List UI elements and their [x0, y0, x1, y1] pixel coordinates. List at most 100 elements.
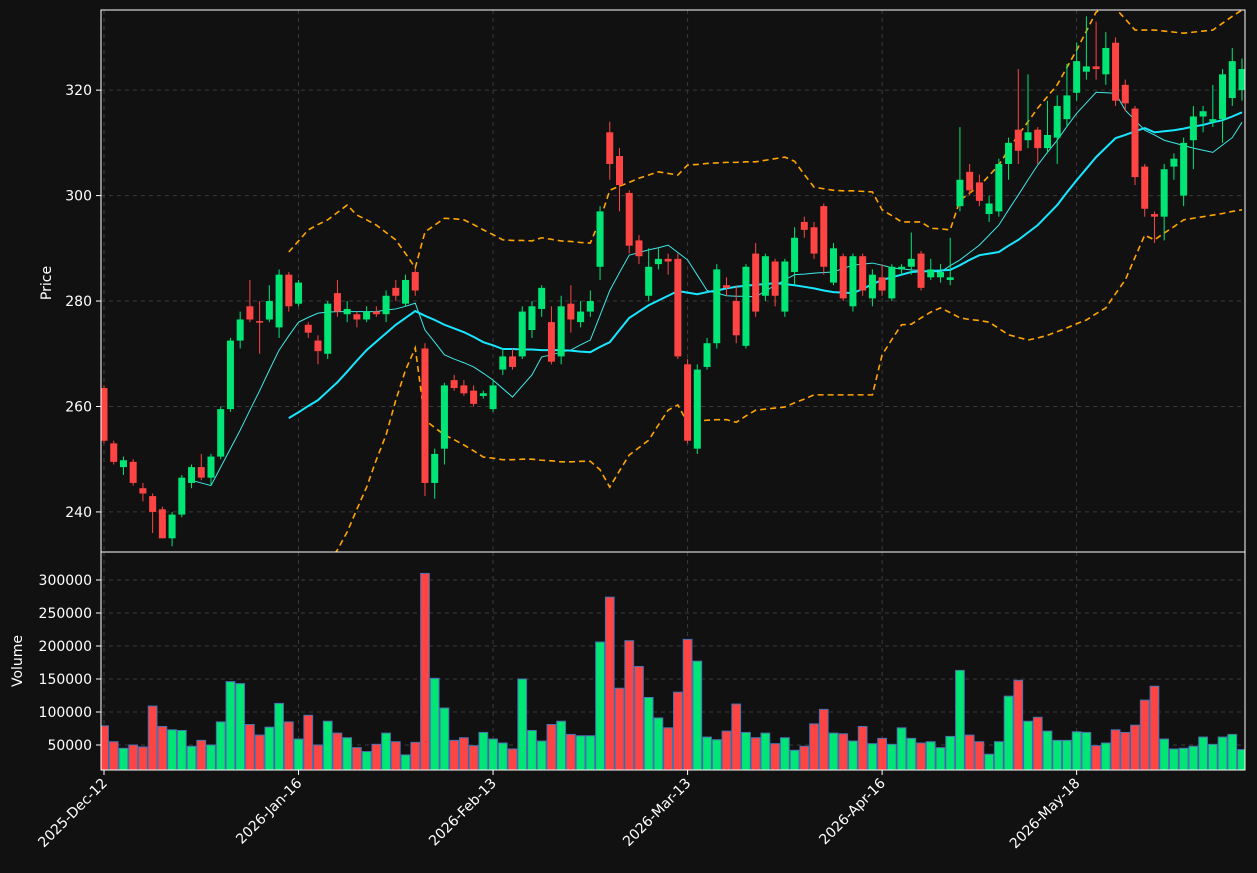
candle-body: [829, 248, 837, 283]
volume-bar: [867, 743, 878, 770]
candle-body: [431, 453, 439, 483]
volume-bar: [1120, 731, 1131, 770]
candle-body: [956, 179, 964, 207]
volume-bar: [731, 703, 742, 770]
volume-bar: [925, 741, 936, 770]
volume-bar: [906, 737, 917, 770]
volume-bar: [507, 748, 518, 770]
candle-body: [1121, 84, 1129, 104]
candle-body: [285, 274, 293, 307]
volume-bar: [964, 734, 975, 770]
volume-bar: [604, 596, 615, 770]
volume-bar: [711, 739, 722, 770]
candle-body: [654, 258, 662, 265]
volume-bar: [770, 743, 781, 770]
candle-body: [324, 303, 332, 354]
candle-body: [538, 287, 546, 309]
volume-bar: [935, 747, 946, 770]
candle-body: [1238, 69, 1245, 91]
volume-bar: [264, 726, 275, 770]
volume-bar: [381, 732, 391, 770]
volume-bar: [1071, 731, 1082, 770]
volume-bar: [215, 721, 226, 770]
volume-bar: [1052, 739, 1063, 770]
candle-body: [470, 390, 478, 404]
volume-bar: [789, 749, 800, 770]
candle-body: [1170, 158, 1178, 167]
volume-bar: [1081, 731, 1092, 770]
candle-body: [1024, 132, 1032, 141]
volume-bar: [750, 737, 761, 770]
candles: [101, 10, 1245, 552]
volume-bar: [342, 737, 353, 770]
candle-body: [207, 456, 215, 478]
candle-body: [101, 388, 108, 441]
volume-bar: [371, 743, 382, 770]
candle-body: [149, 496, 157, 512]
candle-body: [450, 380, 458, 389]
volume-bar: [818, 708, 829, 770]
candle-body: [353, 314, 361, 320]
volume-bar: [157, 726, 168, 770]
volume-bar: [974, 741, 985, 770]
candle-body: [1005, 142, 1013, 164]
y-tick-label: 280: [65, 294, 92, 310]
candle-body: [898, 266, 906, 270]
candle-body: [946, 277, 954, 280]
volume-bar: [585, 735, 596, 770]
candle-body: [859, 256, 867, 291]
candle-body: [985, 203, 993, 215]
candle-body: [479, 393, 487, 396]
candle-body: [1131, 108, 1139, 178]
candle-body: [188, 467, 196, 483]
candle-body: [577, 311, 585, 323]
volume-bar: [478, 731, 489, 770]
volume-bar: [624, 640, 635, 770]
volume-bar: [663, 727, 674, 770]
y-tick-label: 300: [65, 189, 92, 205]
volume-bar: [536, 740, 547, 770]
candle-body: [820, 206, 828, 267]
candle-body: [732, 301, 740, 336]
volume-bar: [779, 737, 790, 770]
candle-body: [791, 237, 799, 273]
volume-bar: [167, 729, 177, 770]
volume-bar: [497, 742, 508, 770]
candle-body: [226, 340, 234, 410]
volume-bar: [984, 753, 994, 770]
candle-body: [1014, 129, 1022, 151]
candle-body: [917, 253, 925, 288]
candle-body: [888, 266, 896, 299]
y-tick-label: 100000: [39, 705, 92, 721]
candle-body: [1219, 74, 1227, 120]
candle-body: [878, 277, 886, 291]
candle-body: [343, 308, 351, 315]
volume-bar: [225, 681, 236, 770]
volume-bar: [565, 733, 576, 770]
candle-body: [557, 306, 565, 357]
volume-bar: [945, 735, 956, 770]
candle-body: [1141, 166, 1149, 209]
candle-body: [411, 272, 419, 291]
volume-bar: [1023, 720, 1033, 770]
volume-bar: [1110, 729, 1121, 770]
volume-bar: [186, 745, 197, 770]
candle-body: [713, 269, 721, 344]
candle-body: [158, 509, 166, 539]
volume-bar: [459, 737, 469, 770]
candle-body: [674, 258, 682, 357]
volume-bar: [1100, 742, 1111, 770]
indicator-line: [288, 10, 1243, 270]
candle-body: [509, 356, 517, 367]
volume-bar: [614, 687, 625, 770]
candle-body: [246, 306, 254, 320]
candle-body: [975, 182, 983, 201]
volume-bar: [118, 747, 129, 770]
candle-body: [606, 132, 614, 164]
volume-bar: [361, 751, 372, 770]
volume-bar: [721, 730, 732, 770]
candle-body: [868, 274, 876, 299]
volume-bar: [527, 729, 537, 770]
